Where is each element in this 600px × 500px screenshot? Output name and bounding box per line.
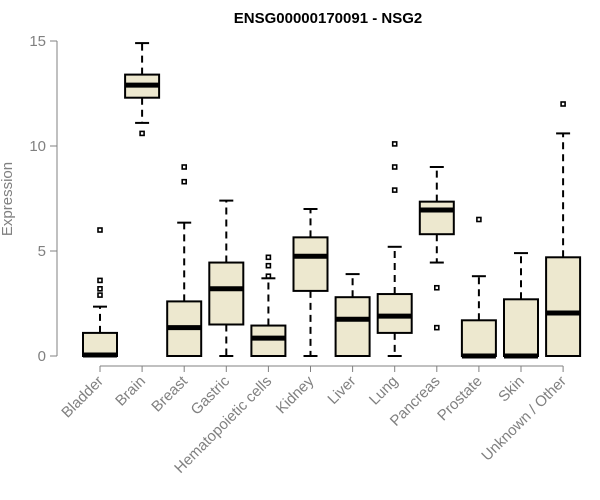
outlier-point xyxy=(391,164,398,170)
x-tick-label: Lung xyxy=(366,373,402,409)
iqr-box xyxy=(503,298,539,357)
box-series xyxy=(82,42,582,359)
iqr-box xyxy=(334,296,371,358)
chart-title: ENSG00000170091 - NSG2 xyxy=(234,10,422,27)
y-tick-label: 0 xyxy=(38,348,46,365)
box-group xyxy=(545,101,582,357)
y-tick-label: 5 xyxy=(38,243,46,260)
iqr-box xyxy=(418,200,455,236)
box-group xyxy=(376,141,413,357)
box-group xyxy=(166,164,203,357)
y-tick-label: 15 xyxy=(29,33,46,50)
box-group xyxy=(334,273,371,358)
outlier-point xyxy=(97,277,103,284)
x-tick-label: Prostate xyxy=(434,373,486,425)
iqr-box xyxy=(376,293,413,334)
outlier-point xyxy=(391,141,398,147)
outlier-point xyxy=(265,273,272,280)
outlier-point xyxy=(97,285,103,292)
iqr-box xyxy=(292,236,329,292)
x-tick-label: Liver xyxy=(324,373,359,408)
outlier-point xyxy=(181,164,187,170)
box-group xyxy=(208,199,245,357)
iqr-box xyxy=(545,256,582,357)
outlier-point xyxy=(433,284,440,291)
x-tick-label: Brain xyxy=(112,373,149,410)
outlier-point xyxy=(97,227,103,233)
outlier-point xyxy=(391,187,398,193)
box-group xyxy=(250,254,287,357)
y-tick-label: 10 xyxy=(29,138,46,155)
outlier-point xyxy=(181,178,187,185)
box-group xyxy=(503,252,539,359)
outlier-point xyxy=(265,254,272,261)
outlier-point xyxy=(265,262,272,269)
x-tick-label: Bladder xyxy=(58,373,107,422)
iqr-box xyxy=(208,261,245,326)
outlier-point xyxy=(97,292,103,298)
outlier-point xyxy=(476,216,482,223)
y-axis: 0 5 10 15 xyxy=(29,33,58,365)
box-group xyxy=(418,166,455,331)
x-tick-label: Breast xyxy=(148,372,191,415)
iqr-box xyxy=(460,319,497,357)
box-group xyxy=(460,216,497,359)
box-group xyxy=(82,227,118,358)
outlier-point xyxy=(560,101,566,107)
outlier-point xyxy=(139,130,145,137)
y-axis-label: Expression xyxy=(0,162,16,236)
outlier-point xyxy=(433,324,440,331)
box-group xyxy=(124,42,161,137)
x-tick-label: Skin xyxy=(495,373,528,406)
iqr-box xyxy=(250,324,287,357)
x-tick-label: Kidney xyxy=(273,372,318,417)
box-group xyxy=(292,208,329,357)
